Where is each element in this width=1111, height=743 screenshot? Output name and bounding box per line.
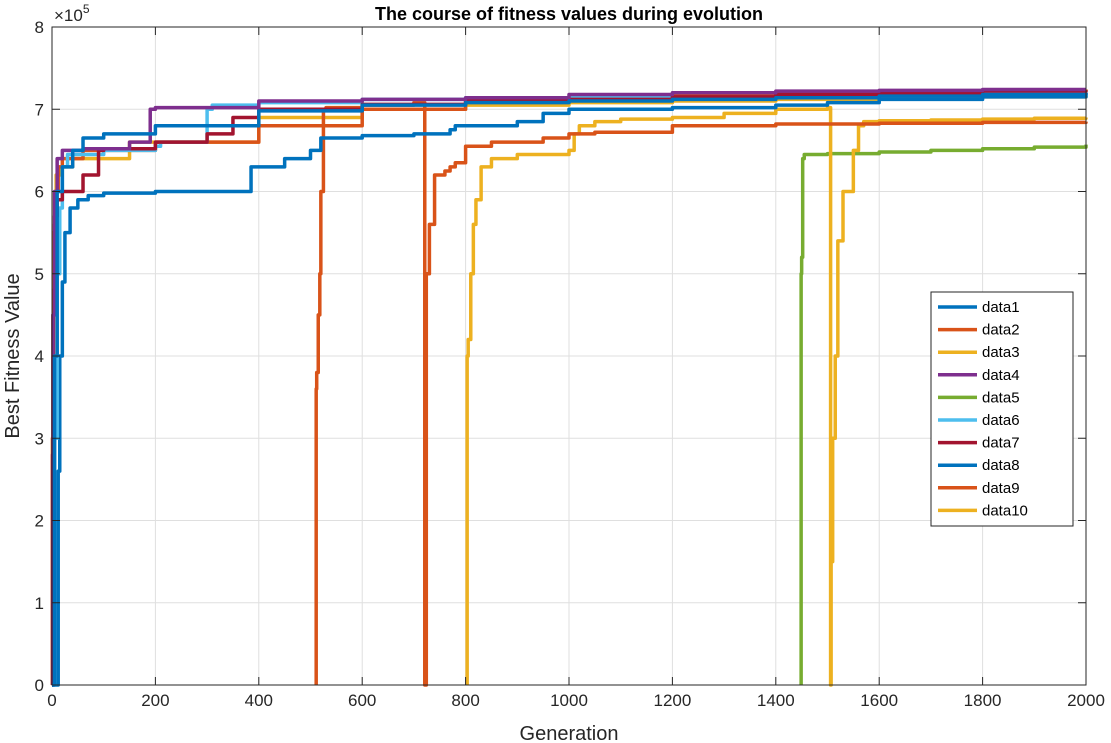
legend-label-data8: data8: [982, 457, 1020, 474]
x-tick-label: 1800: [964, 691, 1002, 710]
y-tick-labels: 0 1 2 3 4 5 6 7 8: [35, 18, 44, 695]
y-tick-label: 5: [35, 265, 44, 284]
legend-items: data1 data2 data3 data4 data5 data6 data7 data8…: [938, 299, 1028, 519]
x-tick-label: 2000: [1067, 691, 1105, 710]
y-tick-label: 4: [35, 347, 44, 366]
series-line-data9: [314, 100, 1088, 687]
legend-label-data3: data3: [982, 344, 1020, 361]
x-tick-label: 400: [245, 691, 273, 710]
y-exponent-base: ×10: [54, 6, 83, 25]
axis-ticks: [51, 26, 1087, 686]
y-exponent-power: 5: [83, 2, 90, 16]
series-line-data10: [465, 105, 1088, 687]
legend-label-data1: data1: [982, 299, 1020, 316]
y-tick-label: 0: [35, 676, 44, 695]
x-tick-label: 0: [47, 691, 56, 710]
x-tick-label: 200: [141, 691, 169, 710]
legend-label-data9: data9: [982, 480, 1020, 497]
y-tick-label: 1: [35, 594, 44, 613]
legend-label-data5: data5: [982, 389, 1020, 406]
x-tick-label: 1000: [550, 691, 588, 710]
legend-label-data10: data10: [982, 502, 1028, 519]
chart-title: The course of fitness values during evol…: [375, 4, 763, 24]
x-tick-label: 1600: [860, 691, 898, 710]
series-lines: [50, 87, 1088, 687]
x-tick-label: 1400: [757, 691, 795, 710]
y-tick-label: 2: [35, 512, 44, 531]
legend-label-data4: data4: [982, 367, 1020, 384]
x-tick-labels: 0 200 400 600 800 1000 1200 1400 1600 1800 2000: [47, 691, 1105, 710]
x-tick-label: 1200: [653, 691, 691, 710]
y-tick-label: 6: [35, 183, 44, 202]
legend: data1 data2 data3 data4 data5 data6 data7 data8…: [930, 291, 1074, 527]
y-tick-label: 8: [35, 18, 44, 37]
series-line-data4: [51, 87, 1086, 687]
y-tick-label: 7: [35, 100, 44, 119]
x-tick-label: 800: [451, 691, 479, 710]
series-line-data1: [52, 92, 1088, 687]
series-line-data5: [799, 144, 1088, 685]
legend-label-data2: data2: [982, 322, 1020, 339]
x-axis-label: Generation: [520, 723, 619, 743]
series-line-data8: [52, 92, 1088, 687]
y-axis-label: Best Fitness Value: [2, 273, 24, 438]
legend-label-data7: data7: [982, 435, 1020, 452]
x-tick-label: 600: [348, 691, 376, 710]
legend-label-data6: data6: [982, 412, 1020, 429]
y-exponent-label: ×105: [54, 2, 90, 25]
y-tick-label: 3: [35, 429, 44, 448]
